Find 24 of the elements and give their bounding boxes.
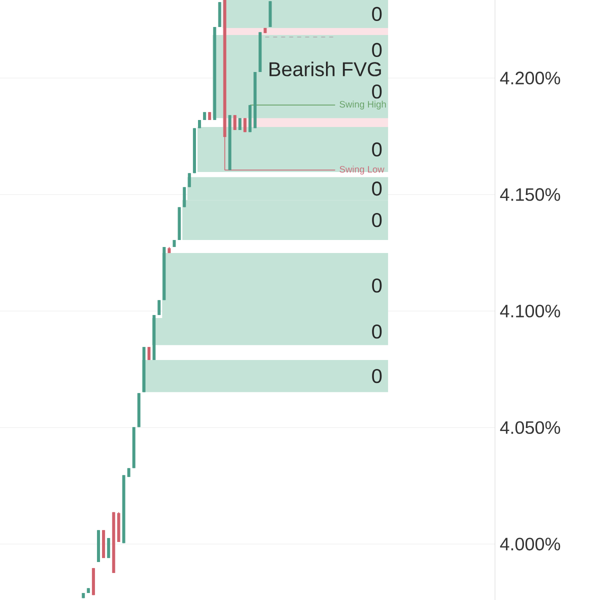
y-tick-label: 4.050% xyxy=(500,421,560,434)
ref-line-label: Swing High xyxy=(340,100,386,110)
candlestick xyxy=(182,186,186,208)
y-tick-label: 4.000% xyxy=(500,538,560,550)
band-label: 0 xyxy=(372,42,382,58)
band-label: 0 xyxy=(372,182,382,196)
band-label: 0 xyxy=(372,368,382,384)
candlestick xyxy=(188,172,191,188)
y-tick-label: 4.200% xyxy=(500,72,560,84)
candlestick xyxy=(158,300,161,316)
band-label: 0 xyxy=(372,6,382,22)
candlestick xyxy=(147,346,151,360)
band-label: 0 xyxy=(372,324,382,339)
band-label: 0 xyxy=(372,84,382,99)
candlestick xyxy=(243,118,246,133)
candlestick xyxy=(233,114,236,130)
candlestick xyxy=(107,538,110,558)
band-label: 0 xyxy=(372,278,382,293)
band-label: Bearish FVG xyxy=(270,62,381,76)
band-label: 0 xyxy=(372,142,382,157)
band-label: 0 xyxy=(372,212,382,228)
y-tick-label: 4.100% xyxy=(500,304,560,318)
ref-line-label: Swing Low xyxy=(340,166,384,174)
y-tick-label: 4.150% xyxy=(500,188,560,201)
